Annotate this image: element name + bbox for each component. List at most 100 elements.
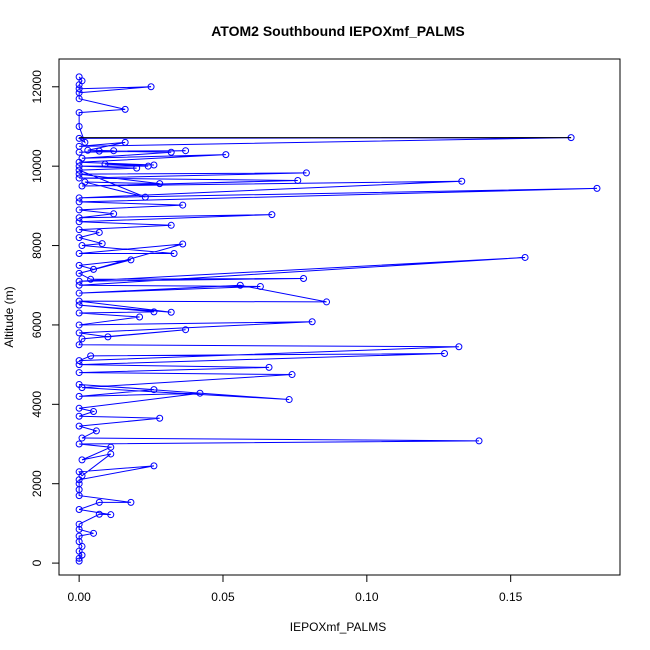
data-point	[75, 281, 83, 289]
data-point	[110, 210, 118, 218]
y-tick-label: 6000	[30, 311, 44, 338]
data-point	[182, 147, 190, 155]
data-point	[75, 166, 83, 174]
y-axis: 0 2000 4000 6000 8000 10000 12000	[30, 70, 60, 566]
data-point	[75, 170, 83, 178]
data-point	[75, 525, 83, 533]
data-point	[95, 510, 103, 518]
data-point	[475, 437, 483, 445]
data-point	[136, 313, 144, 321]
data-point	[167, 308, 175, 316]
data-point	[75, 301, 83, 309]
data-point	[256, 282, 264, 290]
data-point	[75, 277, 83, 285]
data-point	[156, 180, 164, 188]
data-point	[133, 164, 141, 172]
data-point	[90, 265, 98, 273]
data-point	[75, 249, 83, 257]
data-point	[75, 73, 83, 81]
data-point	[302, 169, 310, 177]
data-point	[75, 194, 83, 202]
data-point	[323, 298, 331, 306]
x-tick-label: 0.10	[355, 590, 379, 604]
data-point	[75, 329, 83, 337]
data-point	[441, 350, 449, 358]
data-point	[75, 412, 83, 420]
data-point	[196, 389, 204, 397]
data-point	[75, 520, 83, 528]
data-point	[150, 386, 158, 394]
data-point	[75, 261, 83, 269]
data-point	[75, 361, 83, 369]
data-point	[294, 176, 302, 184]
data-point	[150, 308, 158, 316]
data-point	[75, 440, 83, 448]
data-point	[593, 184, 601, 192]
data-point	[121, 138, 129, 146]
series-0	[75, 73, 601, 565]
data-point	[107, 450, 115, 458]
y-tick-label: 12000	[30, 70, 44, 104]
data-point	[222, 151, 230, 159]
data-point	[75, 198, 83, 206]
data-point	[268, 211, 276, 219]
data-point	[78, 472, 86, 480]
data-point	[95, 228, 103, 236]
data-point	[521, 253, 529, 261]
y-tick-label: 8000	[30, 232, 44, 259]
x-axis: 0.00 0.05 0.10 0.15	[67, 574, 523, 604]
data-point	[236, 281, 244, 289]
data-point	[78, 242, 86, 250]
data-point	[75, 214, 83, 222]
series-layer	[75, 73, 601, 565]
data-point	[75, 109, 83, 117]
data-point	[300, 275, 308, 282]
data-point	[75, 134, 83, 142]
data-point	[110, 147, 118, 155]
data-point	[75, 422, 83, 430]
y-tick-label: 4000	[30, 391, 44, 418]
data-point	[75, 234, 83, 242]
data-point	[75, 289, 83, 297]
data-point	[75, 392, 83, 400]
data-point	[75, 174, 83, 182]
y-tick-label: 0	[30, 559, 44, 566]
data-point	[141, 193, 149, 201]
data-point	[75, 297, 83, 305]
data-point	[78, 456, 86, 464]
data-point	[75, 357, 83, 365]
data-point	[98, 240, 106, 248]
data-point	[147, 83, 155, 91]
data-point	[75, 404, 83, 412]
data-point	[182, 326, 190, 334]
data-point	[78, 434, 86, 442]
data-point	[75, 206, 83, 214]
data-point	[84, 146, 92, 154]
data-point	[156, 414, 164, 422]
data-point	[104, 333, 112, 341]
series-line	[77, 76, 597, 562]
data-point	[75, 226, 83, 234]
data-point	[95, 498, 103, 506]
data-point	[92, 427, 100, 435]
data-point	[127, 498, 135, 506]
data-point	[107, 443, 115, 451]
data-point	[81, 138, 89, 146]
data-point	[75, 369, 83, 377]
data-point	[78, 154, 86, 162]
x-tick-label: 0.05	[211, 590, 235, 604]
data-point	[75, 341, 83, 349]
data-point	[308, 318, 316, 326]
data-point	[101, 160, 109, 168]
data-point	[179, 201, 187, 209]
data-point	[265, 363, 273, 371]
y-tick-label: 10000	[30, 149, 44, 183]
data-point	[75, 506, 83, 514]
data-point	[90, 407, 98, 415]
data-point	[90, 529, 98, 537]
data-point	[167, 148, 175, 156]
data-point	[87, 352, 95, 360]
x-tick-label: 0.00	[67, 590, 91, 604]
